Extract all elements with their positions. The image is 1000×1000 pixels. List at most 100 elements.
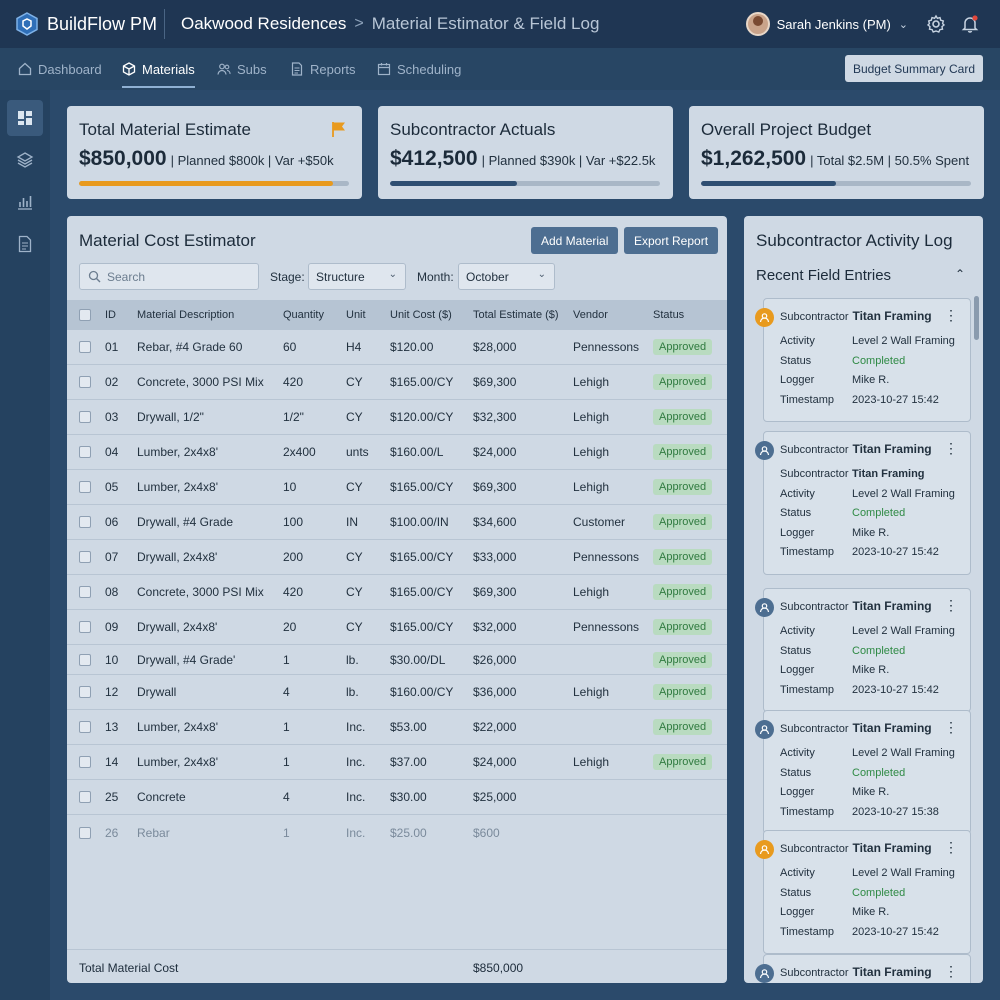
breadcrumb-separator: > [354, 15, 364, 32]
breadcrumb-project[interactable]: Oakwood Residences [181, 14, 347, 33]
row-checkbox[interactable] [79, 621, 91, 633]
nav-materials[interactable]: Materials [122, 48, 195, 90]
row-checkbox[interactable] [79, 516, 91, 528]
row-id: 26 [105, 825, 119, 840]
user-menu[interactable]: Sarah Jenkins (PM) ⌄ [745, 12, 908, 36]
row-checkbox[interactable] [79, 686, 91, 698]
table-row[interactable]: 26 Rebar 1 Inc. $25.00 $600 [67, 815, 727, 850]
column-header[interactable]: Material Description [137, 309, 235, 321]
app-logo[interactable]: BuildFlow PM [16, 12, 164, 36]
table-row[interactable]: 14 Lumber, 2x4x8' 1 Inc. $37.00 $24,000 Lehigh… [67, 745, 727, 780]
row-checkbox[interactable] [79, 481, 91, 493]
add-material-button[interactable]: Add Material [531, 227, 619, 254]
table-row[interactable]: 01 Rebar, #4 Grade 60 60 H4 $120.00 $28,000 Pe… [67, 330, 727, 365]
rail-documents[interactable] [7, 226, 43, 262]
card-detail: | Total $2.5M | 50.5% Spent [810, 153, 970, 168]
row-checkbox[interactable] [79, 826, 91, 839]
vendor: Lehigh [573, 755, 610, 769]
row-id: 04 [105, 445, 119, 459]
column-header[interactable]: Total Estimate ($) [473, 309, 559, 321]
vendor: Pennessons [573, 620, 640, 634]
search-input[interactable]: Search [79, 263, 259, 290]
row-checkbox[interactable] [79, 756, 91, 768]
rail-layers[interactable] [7, 142, 43, 178]
unit: Inc. [346, 755, 366, 769]
card-subcontractor-actuals[interactable]: Subcontractor Actuals $412,500 | Planned… [378, 106, 673, 199]
row-checkbox[interactable] [79, 791, 91, 803]
material-description: Drywall, #4 Grade' [137, 652, 236, 667]
table-row[interactable]: 13 Lumber, 2x4x8' 1 Inc. $53.00 $22,000 Approv… [67, 710, 727, 745]
chevron-up-icon[interactable]: ⌃ [954, 267, 965, 281]
stage-select[interactable]: Structure ⌄ [308, 263, 406, 290]
budget-summary-button[interactable]: Budget Summary Card [844, 55, 983, 82]
rail-analytics[interactable] [7, 184, 43, 220]
column-header[interactable]: Vendor [573, 309, 608, 321]
table-row[interactable]: 04 Lumber, 2x4x8' 2x400 unts $160.00/L $24,00… [67, 435, 727, 470]
table-row[interactable]: 09 Drywall, 2x4x8' 20 CY $165.00/CY $32,000 Pe… [67, 610, 727, 645]
more-vertical-icon[interactable]: ⋮ [944, 307, 958, 323]
quantity: 1 [283, 755, 290, 769]
table-row[interactable]: 25 Concrete 4 Inc. $30.00 $25,000 [67, 780, 727, 815]
users-icon [217, 63, 231, 75]
nav-reports[interactable]: Reports [290, 48, 356, 90]
field-label: Logger [780, 906, 815, 918]
column-header[interactable]: Unit [346, 309, 366, 321]
select-all-checkbox[interactable] [79, 309, 91, 321]
more-vertical-icon[interactable]: ⋮ [944, 597, 958, 613]
vendor: Lehigh [573, 685, 610, 699]
row-id: 14 [105, 755, 119, 769]
row-checkbox[interactable] [79, 446, 91, 458]
column-header[interactable]: ID [105, 309, 116, 321]
export-report-button[interactable]: Export Report [624, 227, 719, 254]
column-header[interactable]: Quantity [283, 309, 324, 321]
table-row[interactable]: 12 Drywall 4 lb. $160.00/CY $36,000 Lehigh Appr… [67, 675, 727, 710]
row-checkbox[interactable] [79, 376, 91, 388]
status-badge: Approved [653, 549, 713, 565]
unit: IN [346, 515, 358, 529]
nav-dashboard[interactable]: Dashboard [18, 48, 102, 90]
gear-icon[interactable] [926, 14, 946, 34]
field-label: Status [780, 886, 812, 899]
log-entries: Subcontractor Titan Framing ⋮ Activity Level… [744, 298, 983, 983]
more-vertical-icon[interactable]: ⋮ [944, 839, 958, 855]
card-total-material-estimate[interactable]: Total Material Estimate $850,000 | Plann… [67, 106, 362, 199]
table-row[interactable]: 02 Concrete, 3000 PSI Mix 420 CY $165.00/CY $… [67, 365, 727, 400]
row-checkbox[interactable] [79, 653, 91, 666]
nav-scheduling[interactable]: Scheduling [377, 48, 461, 90]
log-entry-card[interactable]: Subcontractor Titan Framing ⋮ Subcontractor… [755, 431, 971, 575]
column-header[interactable]: Unit Cost ($) [390, 309, 452, 321]
row-checkbox[interactable] [79, 551, 91, 563]
scrollbar[interactable] [974, 296, 979, 340]
section-title: Recent Field Entries [756, 267, 892, 284]
more-vertical-icon[interactable]: ⋮ [944, 963, 958, 979]
table-row[interactable]: 10 Drywall, #4 Grade' 1 lb. $30.00/DL $26,000… [67, 645, 727, 675]
row-checkbox[interactable] [79, 341, 91, 353]
entry-heading: Subcontractor Titan Framing [780, 309, 932, 323]
card-overall-project-budget[interactable]: Overall Project Budget $1,262,500 | Tota… [689, 106, 984, 199]
cube-icon [122, 62, 136, 76]
table-row[interactable]: 05 Lumber, 2x4x8' 10 CY $165.00/CY $69,300 Leh… [67, 470, 727, 505]
nav-subs[interactable]: Subs [217, 48, 267, 90]
month-select[interactable]: October ⌄ [458, 263, 555, 290]
table-row[interactable]: 07 Drywall, 2x4x8' 200 CY $165.00/CY $33,000 P… [67, 540, 727, 575]
table-row[interactable]: 08 Concrete, 3000 PSI Mix 420 CY $165.00/CY $… [67, 575, 727, 610]
entry-heading-label: Subcontractor [780, 843, 849, 855]
column-header[interactable]: Status [653, 309, 685, 321]
table-row[interactable]: 06 Drywall, #4 Grade 100 IN $100.00/IN $34,60… [67, 505, 727, 540]
row-checkbox[interactable] [79, 721, 91, 733]
table-row[interactable]: 03 Drywall, 1/2" 1/2" CY $120.00/CY $32,300 Le… [67, 400, 727, 435]
bell-icon[interactable] [960, 14, 980, 34]
worker-icon [755, 720, 774, 739]
rail-dashboard[interactable] [7, 100, 43, 136]
more-vertical-icon[interactable]: ⋮ [944, 440, 958, 456]
worker-icon [755, 598, 774, 617]
row-checkbox[interactable] [79, 411, 91, 423]
more-vertical-icon[interactable]: ⋮ [944, 719, 958, 735]
row-checkbox[interactable] [79, 586, 91, 598]
worker-icon [755, 441, 774, 460]
